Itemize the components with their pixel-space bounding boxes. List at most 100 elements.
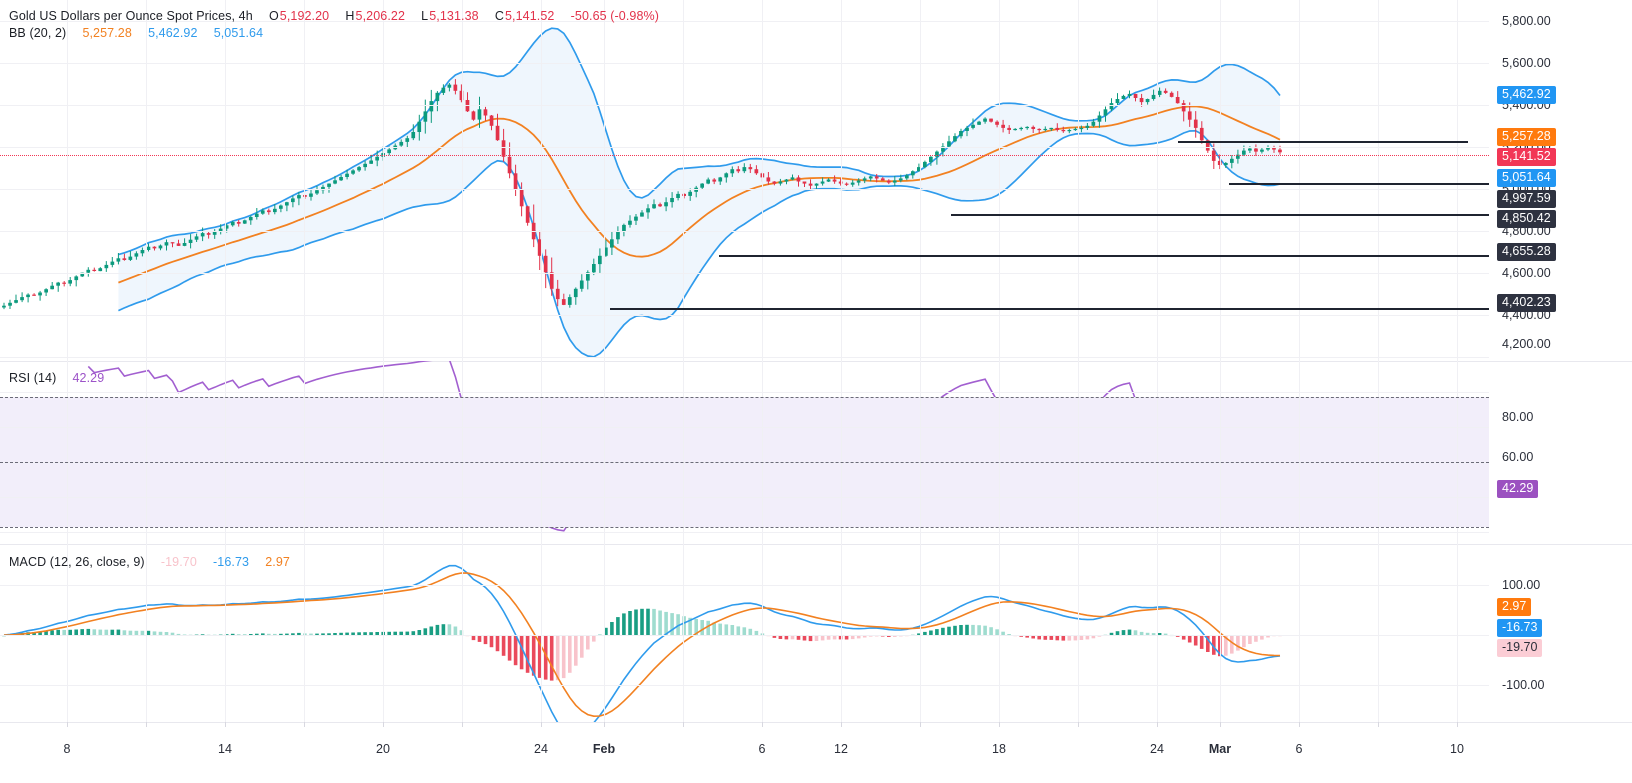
time-tick [1157,722,1158,727]
time-label: Mar [1208,742,1232,756]
close-key: C [494,9,504,23]
rsi-tick: 80.00 [1502,410,1534,424]
time-tick [146,722,147,727]
rsi-value: 42.29 [72,371,105,385]
time-label: 14 [218,742,232,756]
time-tick [762,722,763,727]
sr-pill-4655[interactable]: 4,655.28 [1497,243,1556,261]
price-plot[interactable] [0,0,1489,361]
bb-basis-value: 5,257.28 [82,26,132,40]
rsi-tick: 60.00 [1502,450,1534,464]
rsi-oversold-line [0,527,1489,528]
time-tick [383,722,384,727]
time-tick [1220,722,1221,727]
high-value: 5,206.22 [355,9,406,23]
macd-hist-legend-value: -19.70 [160,555,197,569]
time-label: 18 [992,742,1006,756]
axis-divider [0,722,1632,723]
macd-axis[interactable]: 100.00 -100.00 2.97 -16.73 -19.70 [1489,544,1632,722]
sr-pill-4850[interactable]: 4,850.42 [1497,210,1556,228]
time-label: 6 [1295,742,1303,756]
price-tick: 5,800.00 [1502,14,1551,28]
time-tick [541,722,542,727]
symbol-title: Gold US Dollars per Ounce Spot Prices, 4… [9,9,253,23]
sr-line-4997[interactable] [1229,183,1489,185]
bb-label: BB (20, 2) [9,26,67,40]
bb-lower-value: 5,051.64 [213,26,264,40]
macd-hist-pill[interactable]: 2.97 [1497,598,1532,616]
time-axis[interactable]: 8 14 20 24 Feb 6 12 18 24 Mar 6 10 [0,722,1632,783]
change-value: -50.65 (-0.98%) [570,9,659,23]
price-legend-bb[interactable]: BB (20, 2) 5,257.28 5,462.92 5,051.64 [9,26,264,40]
time-tick [304,722,305,727]
time-label: 24 [1150,742,1164,756]
time-label: 10 [1450,742,1464,756]
macd-tick: -100.00 [1502,678,1545,692]
time-tick [841,722,842,727]
price-pane: Gold US Dollars per Ounce Spot Prices, 4… [0,0,1632,361]
last-price-pill[interactable]: 5,141.52 [1497,148,1556,166]
macd-signal-pill[interactable]: -16.73 [1497,619,1543,637]
close-value: 5,141.52 [505,9,555,23]
macd-line-pill[interactable]: -19.70 [1497,639,1543,657]
rsi-pane: RSI (14) 42.29 80.00 60.00 42.29 [0,361,1632,544]
time-label: Feb [592,742,616,756]
time-tick [1078,722,1079,727]
time-tick [683,722,684,727]
open-value: 5,192.20 [279,9,330,23]
rsi-plot[interactable] [0,361,1489,544]
bb-upper-value: 5,462.92 [148,26,198,40]
rsi-legend[interactable]: RSI (14) 42.29 [9,371,105,385]
time-tick [225,722,226,727]
rsi-overbought-line [0,397,1489,398]
macd-tick: 100.00 [1502,578,1541,592]
sr-line-5257[interactable] [1178,141,1468,143]
bb-lower-pill[interactable]: 5,051.64 [1497,169,1556,187]
macd-legend[interactable]: MACD (12, 26, close, 9) -19.70 -16.73 2.… [9,555,291,569]
price-tick: 4,200.00 [1502,337,1551,351]
time-tick [462,722,463,727]
time-label: 12 [834,742,848,756]
sr-line-4850[interactable] [951,214,1489,216]
sr-pill-4997[interactable]: 4,997.59 [1497,190,1556,208]
macd-line-legend-value: -16.73 [213,555,250,569]
time-tick [1378,722,1379,727]
price-axis[interactable]: 5,800.00 5,600.00 5,400.00 5,200.00 5,00… [1489,0,1632,361]
current-price-line [0,155,1489,156]
macd-pane: MACD (12, 26, close, 9) -19.70 -16.73 2.… [0,544,1632,722]
open-key: O [268,9,279,23]
time-tick [999,722,1000,727]
time-label: 8 [63,742,71,756]
low-key: L [421,9,429,23]
time-label: 6 [758,742,766,756]
time-label: 20 [376,742,390,756]
bb-basis-pill[interactable]: 5,257.28 [1497,128,1556,146]
time-tick [1299,722,1300,727]
sr-pill-4402[interactable]: 4,402.23 [1497,294,1556,312]
rsi-value-pill[interactable]: 42.29 [1497,480,1539,498]
bb-upper-pill[interactable]: 5,462.92 [1497,86,1556,104]
rsi-axis[interactable]: 80.00 60.00 42.29 [1489,361,1632,544]
sr-line-4655[interactable] [719,255,1489,257]
time-tick [920,722,921,727]
price-tick: 5,600.00 [1502,56,1551,70]
time-tick [1457,722,1458,727]
time-tick [67,722,68,727]
time-tick [604,722,605,727]
macd-series [2,564,1282,722]
pane-divider [0,544,1632,545]
price-series [2,27,1282,358]
time-label: 24 [534,742,548,756]
price-legend-ohlc: Gold US Dollars per Ounce Spot Prices, 4… [9,9,660,23]
macd-plot[interactable] [0,544,1489,722]
macd-signal-legend-value: 2.97 [265,555,290,569]
macd-label: MACD (12, 26, close, 9) [9,555,145,569]
sr-line-4402[interactable] [610,308,1489,310]
price-tick: 4,600.00 [1502,266,1551,280]
rsi-label: RSI (14) [9,371,57,385]
low-value: 5,131.38 [429,9,479,23]
rsi-midline [0,462,1489,463]
high-key: H [345,9,355,23]
pane-divider [0,361,1632,362]
